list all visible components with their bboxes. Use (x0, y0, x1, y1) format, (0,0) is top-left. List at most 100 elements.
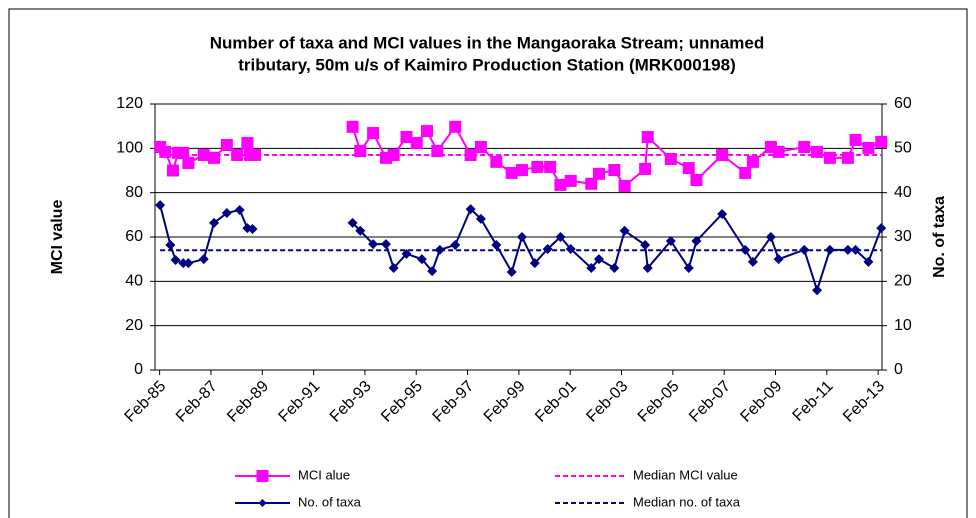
data-point (812, 285, 823, 296)
data-point (691, 235, 702, 246)
data-point (347, 217, 358, 228)
data-point (544, 160, 557, 173)
data-point (875, 135, 888, 148)
data-point (690, 174, 703, 187)
legend-marker (258, 499, 267, 507)
data-point (618, 180, 631, 193)
y2-tick-label: 20 (894, 273, 912, 290)
data-point (183, 258, 194, 269)
y-tick-label: 120 (116, 95, 143, 112)
data-point (506, 267, 517, 278)
data-point (400, 131, 413, 144)
data-point (876, 223, 887, 234)
data-point (178, 258, 189, 269)
data-point (850, 244, 861, 255)
data-point (842, 244, 853, 255)
data-point (772, 145, 785, 158)
y-tick-label: 100 (116, 140, 143, 157)
data-point (823, 151, 836, 164)
data-point (798, 141, 811, 154)
chart-frame (8, 8, 968, 518)
data-point (165, 239, 176, 250)
data-point (586, 263, 597, 274)
legend-label: Median MCI value (633, 467, 738, 482)
data-point (410, 137, 423, 150)
data-point (475, 213, 486, 224)
chart-title: Number of taxa and MCI values in the Man… (210, 33, 765, 52)
data-point (642, 263, 653, 274)
data-point (619, 225, 630, 236)
data-point (639, 162, 652, 175)
data-point (665, 235, 676, 246)
y2-tick-label: 0 (894, 361, 903, 378)
data-point (177, 146, 190, 159)
data-point (170, 255, 181, 266)
data-point (765, 232, 776, 242)
data-point (416, 254, 427, 265)
y2-tick-label: 40 (894, 184, 912, 201)
data-point (640, 239, 651, 250)
data-point (421, 125, 434, 138)
data-point (609, 263, 620, 274)
data-point (241, 137, 254, 150)
data-point (155, 200, 166, 211)
y-axis-label: MCI value (49, 200, 66, 275)
data-point (427, 266, 438, 277)
y-tick-label: 0 (134, 361, 143, 378)
data-point (367, 127, 380, 140)
legend-label: MCI alue (298, 467, 350, 482)
legend-marker (256, 470, 269, 482)
y-tick-label: 20 (125, 317, 143, 334)
data-point (849, 133, 862, 146)
data-point (209, 217, 220, 228)
data-point (182, 156, 195, 169)
y2-tick-label: 50 (894, 140, 912, 157)
data-point (746, 155, 759, 168)
data-point (491, 239, 502, 250)
data-point (474, 141, 487, 154)
data-point (841, 151, 854, 164)
data-point (529, 258, 540, 269)
data-point (249, 148, 262, 161)
data-point (220, 139, 233, 152)
data-point (166, 164, 179, 177)
data-point (593, 254, 604, 265)
data-point (739, 166, 752, 179)
data-point (247, 224, 258, 235)
data-point (531, 160, 544, 173)
data-point (505, 166, 518, 179)
data-point (434, 244, 445, 255)
data-point (208, 151, 221, 164)
data-point (159, 145, 172, 158)
y2-axis-label: No. of taxa (931, 196, 948, 278)
data-point (465, 204, 476, 215)
data-point (221, 208, 232, 219)
data-point (862, 141, 875, 154)
data-point (641, 131, 654, 144)
data-point (564, 174, 577, 187)
data-point (464, 148, 477, 161)
data-point (608, 164, 621, 177)
data-point (346, 120, 359, 133)
y2-tick-label: 10 (894, 317, 912, 334)
y-tick-label: 60 (125, 228, 143, 245)
data-point (773, 254, 784, 265)
legend-label: Median no. of taxa (633, 494, 741, 509)
data-point (449, 120, 462, 133)
y-tick-label: 40 (125, 273, 143, 290)
data-point (401, 248, 412, 259)
data-point (515, 164, 528, 177)
data-point (683, 263, 694, 274)
data-point (450, 239, 461, 250)
series-line (351, 207, 883, 294)
data-point (747, 256, 758, 267)
y-tick-label: 80 (125, 184, 143, 201)
data-point (368, 239, 379, 250)
data-point (811, 145, 824, 158)
data-point (380, 239, 391, 250)
data-point (682, 162, 695, 175)
data-point (565, 243, 576, 254)
data-point (234, 204, 245, 215)
data-point (355, 225, 366, 236)
